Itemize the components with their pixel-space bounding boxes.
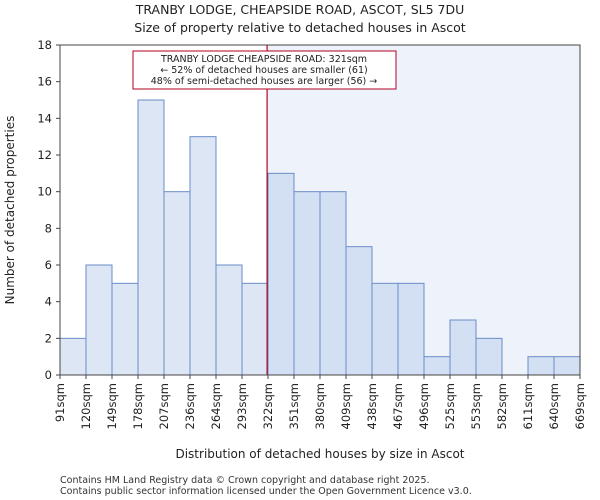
x-tick-label-264sqm: 264sqm: [209, 383, 223, 429]
y-tick-label-18: 18: [37, 38, 52, 52]
bar-525sqm: [449, 319, 477, 376]
y-axis-label: Number of detached properties: [3, 116, 17, 305]
x-tick-label-582sqm: 582sqm: [495, 383, 509, 429]
bar-149sqm: [111, 282, 139, 376]
footer-line-2: Contains public sector information licen…: [60, 486, 472, 497]
footer-line-1: Contains HM Land Registry data © Crown c…: [60, 475, 430, 486]
x-tick-label-438sqm: 438sqm: [365, 383, 379, 429]
bar-351sqm: [293, 191, 321, 376]
y-tick-label-0: 0: [45, 368, 52, 382]
x-tick-label-120sqm: 120sqm: [79, 383, 93, 429]
x-tick-label-640sqm: 640sqm: [547, 383, 561, 429]
x-tick-label-669sqm: 669sqm: [573, 383, 587, 429]
y-tick-label-6: 6: [45, 258, 52, 272]
bar-438sqm: [371, 282, 399, 376]
x-tick-label-207sqm: 207sqm: [157, 383, 171, 429]
x-tick-label-322sqm: 322sqm: [261, 383, 275, 429]
bar-236sqm: [189, 136, 217, 376]
x-ticks-layer: 91sqm 120sqm 149sqm 178sqm 207sqm 236sqm 264sq…: [53, 375, 587, 429]
y-tick-label-16: 16: [37, 75, 52, 89]
bar-293sqm: [241, 282, 269, 376]
annotation-line-2: ← 52% of detached houses are smaller (61…: [160, 65, 367, 76]
y-tick-label-4: 4: [45, 295, 52, 309]
bars-layer: [59, 99, 581, 376]
bar-409sqm: [345, 246, 373, 376]
x-tick-label-409sqm: 409sqm: [339, 383, 353, 429]
x-axis-label: Distribution of detached houses by size …: [175, 447, 464, 461]
x-tick-label-380sqm: 380sqm: [313, 383, 327, 429]
annotation-border: [132, 50, 397, 90]
chart-subtitle: Size of property relative to detached ho…: [134, 20, 465, 35]
x-tick-label-149sqm: 149sqm: [105, 383, 119, 429]
bar-120sqm: [85, 264, 113, 376]
y-tick-label-8: 8: [45, 221, 52, 235]
bar-264sqm: [215, 264, 243, 376]
y-tick-label-2: 2: [45, 331, 52, 345]
x-tick-label-553sqm: 553sqm: [469, 383, 483, 429]
x-tick-label-496sqm: 496sqm: [417, 383, 431, 429]
bar-178sqm: [137, 99, 165, 376]
y-tick-label-12: 12: [37, 148, 52, 162]
y-tick-label-10: 10: [37, 185, 52, 199]
x-tick-label-178sqm: 178sqm: [131, 383, 145, 429]
x-tick-label-236sqm: 236sqm: [183, 383, 197, 429]
x-tick-label-351sqm: 351sqm: [287, 383, 301, 429]
bar-380sqm: [319, 191, 347, 376]
bar-611sqm: [527, 356, 555, 376]
annotation-box: TRANBY LODGE CHEAPSIDE ROAD: 321sqm ← 52…: [132, 50, 397, 90]
y-tick-label-14: 14: [37, 111, 52, 125]
x-tick-label-611sqm: 611sqm: [521, 383, 535, 429]
x-tick-label-91sqm: 91sqm: [53, 383, 67, 422]
bar-640sqm: [553, 356, 581, 376]
annotation-line-1: TRANBY LODGE CHEAPSIDE ROAD: 321sqm: [160, 54, 367, 65]
bar-322sqm: [267, 172, 295, 376]
chart-title: TRANBY LODGE, CHEAPSIDE ROAD, ASCOT, SL5…: [135, 2, 465, 17]
x-tick-label-525sqm: 525sqm: [443, 383, 457, 429]
bar-496sqm: [423, 356, 451, 376]
annotation-line-3: 48% of semi-detached houses are larger (…: [151, 76, 378, 87]
y-ticks-layer: 0 2 4 6 8 10 12 14 16 18: [37, 38, 60, 382]
bar-207sqm: [163, 191, 191, 376]
x-tick-label-293sqm: 293sqm: [235, 383, 249, 429]
x-tick-label-467sqm: 467sqm: [391, 383, 405, 429]
bar-91sqm: [59, 337, 87, 376]
bar-467sqm: [397, 282, 425, 376]
bar-553sqm: [475, 337, 503, 376]
